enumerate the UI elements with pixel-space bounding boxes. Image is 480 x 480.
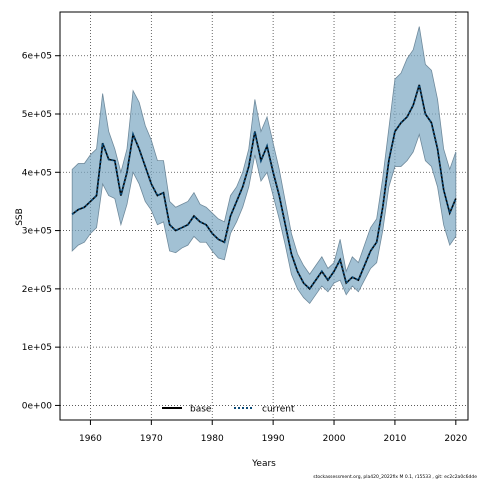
x-tick-label: 1990 <box>262 434 285 444</box>
footer-credit: stockassessment.org, pla420_2022fix M 0.… <box>313 474 477 480</box>
y-tick-label: 2e+05 <box>22 285 52 295</box>
x-tick-label: 2010 <box>383 434 406 444</box>
y-tick-label: 5e+05 <box>22 110 52 120</box>
x-tick-label: 2000 <box>323 434 346 444</box>
x-tick-label: 1970 <box>140 434 163 444</box>
x-axis: 1960 1970 1980 1990 2000 2010 2020 <box>79 420 468 444</box>
y-tick-label: 0e+00 <box>22 401 53 411</box>
x-tick-label: 1980 <box>201 434 224 444</box>
confidence-band <box>71 26 457 305</box>
y-tick-label: 4e+05 <box>22 168 52 178</box>
x-axis-title: Years <box>251 459 276 469</box>
x-tick-label: 2020 <box>444 434 467 444</box>
x-tick-label: 1960 <box>79 434 102 444</box>
y-tick-label: 1e+05 <box>22 343 52 353</box>
y-axis: 0e+00 1e+05 2e+05 3e+05 4e+05 5e+05 6e+05 <box>22 52 60 411</box>
y-tick-label: 3e+05 <box>22 227 52 237</box>
current-series-line <box>71 84 457 291</box>
plot-frame <box>59 11 469 421</box>
legend-current-label: current <box>262 405 295 415</box>
y-axis-title: SSB <box>15 208 25 226</box>
y-tick-label: 6e+05 <box>22 52 52 62</box>
legend-base-label: base <box>190 405 212 415</box>
legend: base current <box>162 405 295 415</box>
